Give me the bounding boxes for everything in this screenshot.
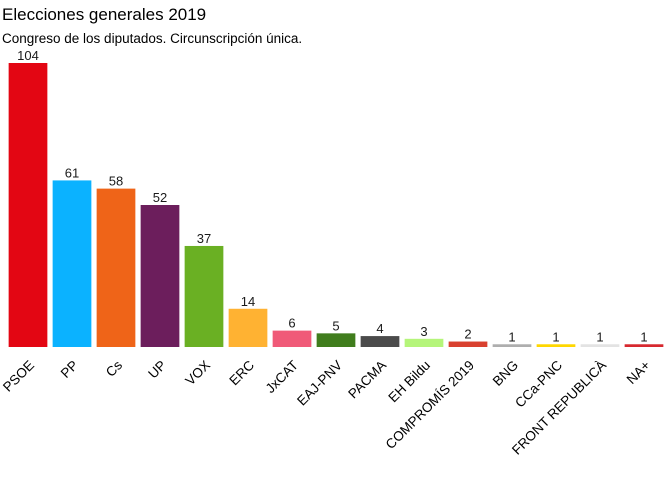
x-tick-label-na: NA+ [624,357,654,387]
value-label-pp: 61 [65,165,79,180]
bar-cs [96,188,136,347]
value-label-pacma: 4 [376,321,383,336]
chart-title: Elecciones generales 2019 [2,5,207,24]
bars-group [8,63,664,347]
value-label-jxcat: 6 [288,316,295,331]
bar-vox [184,245,224,347]
value-label-front-republica: 1 [596,329,603,344]
bar-front-republica [580,344,620,347]
value-label-cca-pnc: 1 [552,329,559,344]
x-tick-label-compromis-2019: COMPROMÍS 2019 [383,358,477,452]
value-label-compromis-2019: 2 [464,327,471,342]
bar-bng [492,344,532,347]
x-tick-label-jxcat: JxCAT [263,358,302,397]
x-tick-label-eaj-pnv: EAJ-PNV [294,358,345,409]
value-label-bng: 1 [508,329,515,344]
bar-pp [52,180,92,347]
value-label-cs: 58 [109,174,123,189]
bar-jxcat [272,330,312,347]
value-label-eh-bildu: 3 [420,324,427,339]
x-tick-label-pacma: PACMA [345,358,389,402]
bar-erc [228,308,268,347]
bar-psoe [8,63,48,347]
bar-eh-bildu [404,338,444,347]
bar-cca-pnc [536,344,576,347]
value-label-up: 52 [153,190,167,205]
x-tick-label-pp: PP [58,358,81,381]
chart-subtitle: Congreso de los diputados. Circunscripci… [2,31,303,46]
bar-up [140,205,180,347]
bar-na [624,344,664,347]
bar-pacma [360,336,400,347]
x-tick-label-vox: VOX [182,358,213,389]
value-label-erc: 14 [241,294,255,309]
value-label-psoe: 104 [17,48,39,63]
value-label-na: 1 [640,329,647,344]
value-label-vox: 37 [197,231,211,246]
x-tick-label-erc: ERC [226,357,257,388]
value-labels-group: 104 61 58 52 37 14 6 5 4 3 2 1 1 1 1 [17,48,647,344]
value-label-eaj-pnv: 5 [332,318,339,333]
x-tick-label-psoe: PSOE [0,358,37,395]
x-tick-label-bng: BNG [490,358,521,389]
bar-compromis-2019 [448,341,488,347]
x-tick-label-cs: Cs [103,357,125,379]
bar-eaj-pnv [316,333,356,347]
x-tick-label-up: UP [145,358,169,382]
